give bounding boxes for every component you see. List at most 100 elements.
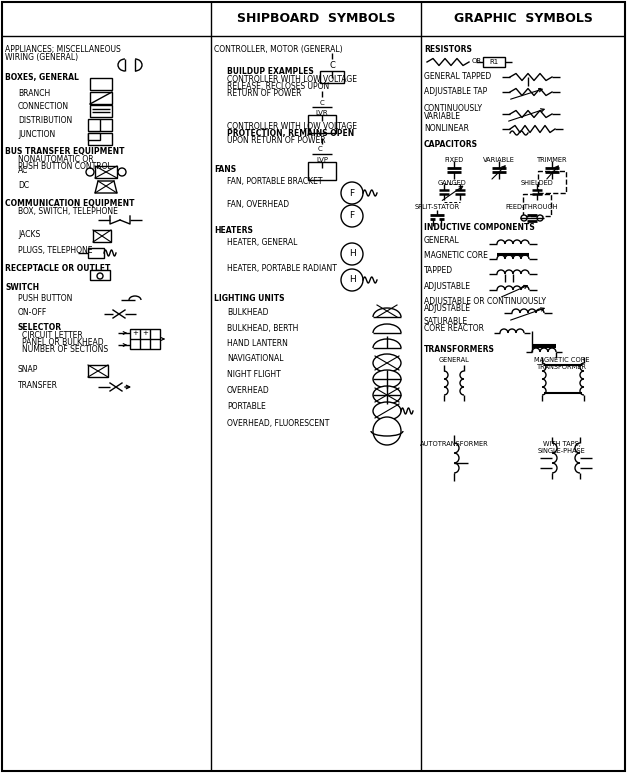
Text: SATURABLE: SATURABLE [424, 317, 468, 326]
Bar [88, 119, 112, 131]
Text: SHIELDED: SHIELDED [520, 180, 554, 186]
Ellipse shape [373, 370, 401, 388]
Text: TRANSFER: TRANSFER [18, 381, 58, 390]
Text: TRANSFORMER: TRANSFORMER [537, 364, 587, 370]
Bar [483, 57, 505, 67]
Bar [93, 230, 111, 242]
Circle shape [373, 417, 401, 445]
Circle shape [341, 269, 363, 291]
Text: C: C [329, 60, 335, 70]
Ellipse shape [373, 386, 401, 404]
Text: PORTABLE: PORTABLE [227, 402, 266, 411]
Text: BRANCH: BRANCH [18, 89, 50, 98]
Bar [95, 166, 117, 178]
Bar [130, 329, 160, 349]
Bar [320, 71, 344, 83]
Text: CAPACITORS: CAPACITORS [424, 140, 478, 149]
Circle shape [341, 182, 363, 204]
Text: CIRCUIT LETTER: CIRCUIT LETTER [22, 331, 83, 340]
Bar [88, 133, 100, 140]
Text: JUNCTION: JUNCTION [18, 130, 55, 139]
Text: OVERHEAD, FLUORESCENT: OVERHEAD, FLUORESCENT [227, 419, 329, 428]
Text: VARIABLE: VARIABLE [424, 112, 461, 121]
Text: RELEASE, RECLOSES UPON: RELEASE, RECLOSES UPON [227, 82, 329, 91]
Text: WITH TAPS,: WITH TAPS, [543, 441, 581, 447]
Text: HAND LANTERN: HAND LANTERN [227, 339, 288, 348]
Text: MAGNETIC CORE: MAGNETIC CORE [534, 357, 590, 363]
Text: DC: DC [18, 181, 29, 190]
Text: +: + [142, 330, 148, 336]
Circle shape [341, 243, 363, 265]
Text: BUILDUP EXAMPLES: BUILDUP EXAMPLES [227, 67, 314, 76]
Text: PANEL OR BULKHEAD: PANEL OR BULKHEAD [22, 338, 103, 347]
Text: SPLIT-STATOR: SPLIT-STATOR [414, 204, 460, 210]
Circle shape [118, 168, 126, 176]
Text: CONTROLLER WITH LOW VOLTAGE: CONTROLLER WITH LOW VOLTAGE [227, 122, 357, 131]
Text: ON-OFF: ON-OFF [18, 308, 47, 317]
Text: PROTECTION, REMAINS OPEN: PROTECTION, REMAINS OPEN [227, 129, 354, 138]
Text: GANGED: GANGED [438, 180, 466, 186]
Text: SNAP: SNAP [18, 365, 38, 374]
Text: C: C [318, 146, 322, 152]
Bar [88, 248, 104, 258]
Text: LVR: LVR [315, 110, 329, 116]
Bar [88, 365, 108, 377]
Text: GENERAL: GENERAL [439, 357, 470, 363]
Text: AUTOTRANSFORMER: AUTOTRANSFORMER [419, 441, 488, 447]
Text: BOXES, GENERAL: BOXES, GENERAL [5, 73, 79, 82]
Text: ADJUSTABLE OR CONTINUOUSLY: ADJUSTABLE OR CONTINUOUSLY [424, 297, 546, 306]
Text: RESISTORS: RESISTORS [424, 45, 472, 54]
Ellipse shape [373, 402, 401, 420]
Text: TRANSFORMERS: TRANSFORMERS [424, 345, 495, 354]
Text: SWITCH: SWITCH [5, 283, 39, 292]
Text: JACKS: JACKS [18, 230, 40, 239]
Circle shape [86, 168, 94, 176]
Text: NIGHT FLIGHT: NIGHT FLIGHT [227, 370, 281, 379]
Text: LVP: LVP [316, 157, 328, 163]
Bar [90, 78, 112, 90]
Bar [538, 171, 566, 193]
Text: FANS: FANS [214, 165, 236, 174]
Text: F: F [349, 189, 354, 197]
Text: AC: AC [18, 166, 28, 175]
Text: FEED-THROUGH: FEED-THROUGH [506, 204, 558, 210]
Bar [90, 105, 112, 117]
Bar [308, 115, 336, 133]
Bar [523, 194, 551, 216]
Text: ADJUSTABLE: ADJUSTABLE [424, 304, 471, 313]
Text: SELECTOR: SELECTOR [18, 323, 62, 332]
Text: CORE REACTOR: CORE REACTOR [424, 324, 484, 333]
Circle shape [97, 273, 103, 279]
Text: TAPPED: TAPPED [424, 266, 453, 275]
Text: R1: R1 [490, 59, 498, 65]
Text: C: C [320, 100, 324, 106]
Text: PUSH BUTTON CONTROL: PUSH BUTTON CONTROL [18, 162, 112, 171]
Text: NONLINEAR: NONLINEAR [424, 124, 469, 133]
Text: CONTINUOUSLY: CONTINUOUSLY [424, 104, 483, 113]
Text: VARIABLE: VARIABLE [483, 157, 515, 163]
Text: BUS TRANSFER EQUIPMENT: BUS TRANSFER EQUIPMENT [5, 147, 125, 156]
Text: SINGLE-PHASE: SINGLE-PHASE [538, 448, 586, 454]
Text: ADJUSTABLE TAP: ADJUSTABLE TAP [424, 87, 487, 96]
Bar [90, 270, 110, 280]
Text: SHIPBOARD  SYMBOLS: SHIPBOARD SYMBOLS [237, 12, 395, 25]
Text: OVERHEAD: OVERHEAD [227, 386, 270, 395]
Circle shape [341, 205, 363, 227]
Text: PLUGS, TELEPHONE: PLUGS, TELEPHONE [18, 246, 93, 255]
Text: HEATERS: HEATERS [214, 226, 253, 235]
Text: GENERAL TAPPED: GENERAL TAPPED [424, 72, 491, 81]
Text: RECEPTACLE OR OUTLET: RECEPTACLE OR OUTLET [5, 264, 110, 273]
Text: H: H [349, 250, 356, 258]
Text: FAN, PORTABLE BRACKET: FAN, PORTABLE BRACKET [227, 177, 322, 186]
Text: UPON RETURN OF POWER: UPON RETURN OF POWER [227, 136, 325, 145]
Text: CONTROLLER WITH LOW VOLTAGE: CONTROLLER WITH LOW VOLTAGE [227, 75, 357, 84]
Text: GENERAL: GENERAL [424, 236, 460, 245]
Text: HEATER, GENERAL: HEATER, GENERAL [227, 238, 297, 247]
Text: NONAUTOMATIC OR: NONAUTOMATIC OR [18, 155, 93, 164]
Bar [88, 133, 112, 145]
Text: CONNECTION: CONNECTION [18, 102, 69, 111]
Text: RETURN OF POWER: RETURN OF POWER [227, 89, 302, 98]
Text: OR: OR [472, 58, 482, 64]
Circle shape [537, 215, 543, 221]
Text: BULKHEAD: BULKHEAD [227, 308, 268, 317]
